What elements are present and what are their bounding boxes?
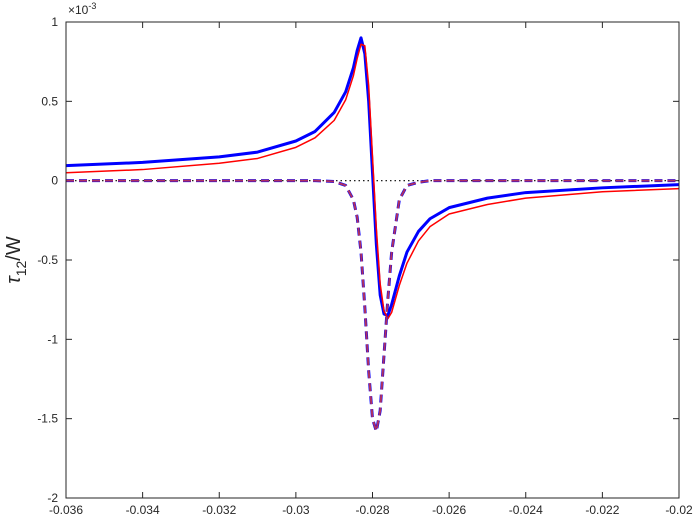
plot-frame [65, 21, 680, 499]
x-tick-label: -0.036 [49, 503, 83, 517]
x-tick-label: -0.032 [202, 503, 236, 517]
y-label-symbol: τ [3, 275, 25, 284]
y-multiplier-base: ×10 [68, 3, 89, 17]
y-tick-label: 1 [51, 15, 58, 29]
y-label-subscript: 12 [13, 260, 29, 276]
y-multiplier-exponent: -3 [88, 1, 96, 11]
x-tick-label: -0.028 [355, 503, 389, 517]
series-line [66, 179, 679, 433]
y-axis-label: τ12/W [3, 236, 29, 284]
y-tick-label: 0.5 [41, 94, 58, 108]
y-tick-label: 0 [51, 174, 58, 188]
plot-area [66, 22, 679, 498]
y-multiplier: ×10-3 [68, 1, 96, 17]
y-tick-label: -2 [47, 491, 58, 505]
y-tick-label: -1.5 [37, 412, 58, 426]
x-tick-label: -0.034 [126, 503, 160, 517]
x-tick-label: -0.02 [665, 503, 693, 517]
x-tick-label: -0.026 [432, 503, 466, 517]
y-label-rest: /W [3, 236, 25, 261]
x-tick-label: -0.03 [282, 503, 310, 517]
x-tick-label: -0.024 [509, 503, 543, 517]
x-tick-label: -0.022 [585, 503, 619, 517]
series-line [65, 43, 680, 320]
y-tick-label: -1 [47, 332, 58, 346]
y-tick-label: -0.5 [37, 253, 58, 267]
series-line [65, 36, 680, 318]
